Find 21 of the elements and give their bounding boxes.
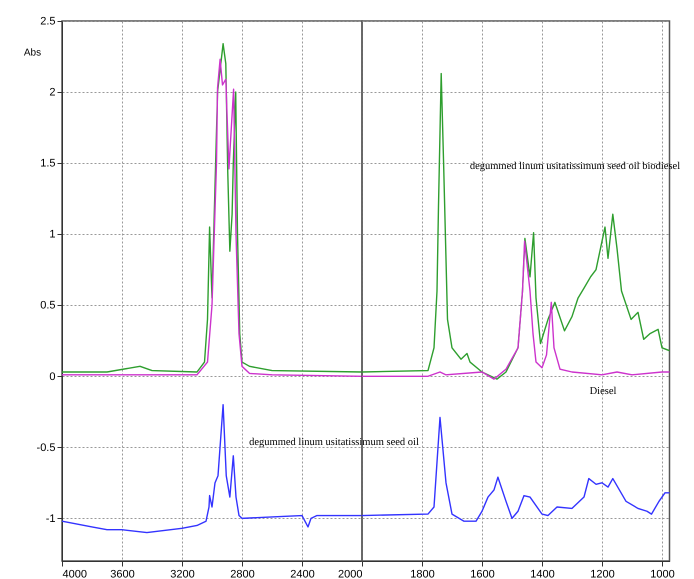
series-label: Diesel	[590, 386, 616, 397]
y-tick-label: 2.5	[40, 16, 56, 28]
y-axis-title: Abs	[24, 48, 42, 58]
x-tick-label: 3600	[110, 568, 135, 579]
x-tick-label: 1600	[470, 568, 495, 579]
x-tick-label: 2000	[338, 568, 362, 579]
y-tick-label: 1	[49, 228, 56, 241]
x-tick-label: 3200	[170, 568, 195, 579]
x-tick-label: 2800	[230, 568, 255, 579]
x-tick-label: 1200	[590, 568, 615, 579]
x-tick-label: 4000	[62, 568, 87, 579]
x-tick-label: 1000	[650, 568, 675, 579]
y-tick-label: 0.5	[40, 300, 56, 312]
y-tick-label: -1	[46, 512, 56, 525]
y-tick-label: 2	[49, 86, 56, 99]
x-tick-label: 1800	[410, 568, 435, 579]
y-tick-label: -0.5	[36, 442, 56, 454]
y-tick-label: 1.5	[40, 158, 56, 170]
x-tick-label: 2400	[290, 568, 315, 579]
x-tick-label: 1400	[530, 568, 555, 579]
y-tick-label: 0	[49, 370, 56, 383]
